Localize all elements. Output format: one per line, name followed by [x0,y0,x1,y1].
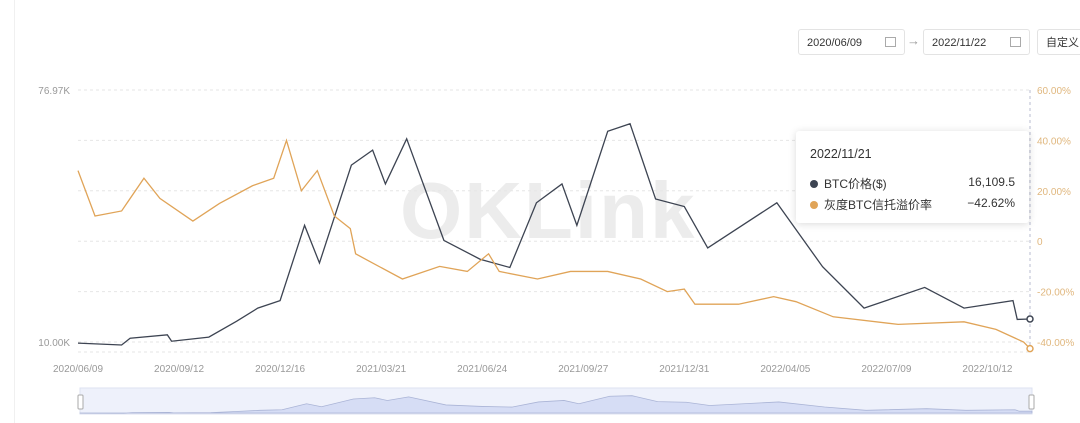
right-axis-tick: -40.00% [1037,338,1074,349]
tooltip-label: BTC价格($) [824,177,887,191]
tooltip-label: 灰度BTC信托溢价率 [824,198,933,212]
calendar-icon [1010,37,1021,47]
data-zoom-preview [79,395,1033,414]
arrow-right-icon: → [907,33,920,48]
slider-handle-right[interactable] [1028,394,1035,410]
chart-card [14,0,1080,423]
right-axis-tick: 40.00% [1037,136,1071,147]
x-axis-tick: 2022/10/12 [962,364,1012,375]
end-date-input[interactable]: 2022/11/22 [923,29,1030,55]
x-axis-tick: 2021/03/21 [356,364,406,375]
watermark-logo: OKLink [400,166,697,255]
tooltip: 2022/11/21 BTC价格($) 16,109.5 灰度BTC信托溢价率 −4… [796,131,1029,223]
slider-handle-left[interactable] [77,394,84,410]
series-dot-icon [810,201,818,209]
tooltip-row-btc: BTC价格($) 16,109.5 [810,175,1015,191]
series-dot-icon [810,180,818,188]
x-axis-tick: 2021/09/27 [558,364,608,375]
series-line [77,138,1031,350]
calendar-icon [885,37,896,47]
x-axis-tick: 2022/07/09 [861,364,911,375]
tooltip-value: 16,109.5 [968,175,1015,189]
x-axis-tick: 2021/12/31 [659,364,709,375]
right-axis-tick: -20.00% [1037,288,1074,299]
tooltip-row-premium: 灰度BTC信托溢价率 −42.62% [810,196,1015,212]
x-axis-tick: 2020/09/12 [154,364,204,375]
series-end-point [1026,315,1034,323]
x-axis-tick: 2022/04/05 [760,364,810,375]
custom-range-label: 自定义 [1046,37,1079,49]
right-axis-tick: 20.00% [1037,187,1071,198]
custom-range-select[interactable]: 自定义 [1037,29,1080,55]
left-axis-tick: 10.00K [38,338,70,349]
tooltip-value: −42.62% [967,196,1015,210]
start-date-value: 2020/06/09 [807,37,863,49]
right-axis-tick: 0 [1037,237,1043,248]
x-axis-tick: 2020/12/16 [255,364,305,375]
right-axis-tick: 60.00% [1037,86,1071,97]
tooltip-date: 2022/11/21 [810,147,872,161]
series-end-point [1026,344,1034,353]
x-axis-tick: 2020/06/09 [53,364,103,375]
left-axis-tick: 76.97K [38,86,70,97]
start-date-input[interactable]: 2020/06/09 [798,29,905,55]
x-axis-tick: 2021/06/24 [457,364,507,375]
end-date-value: 2022/11/22 [932,37,987,49]
